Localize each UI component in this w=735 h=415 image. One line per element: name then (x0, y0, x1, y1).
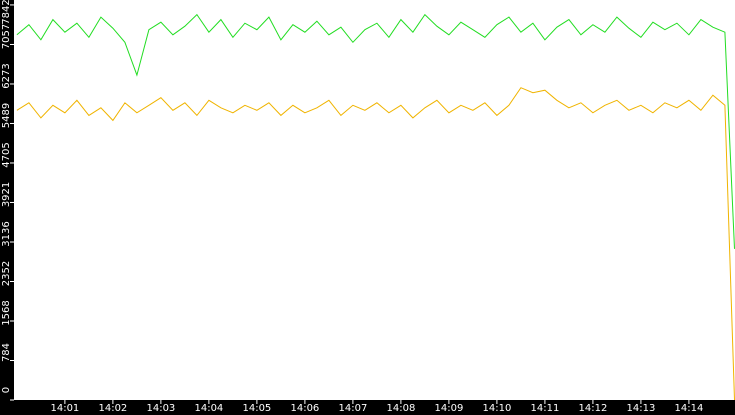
x-tick-label: 14:09 (434, 403, 463, 414)
y-tick-label: 2352 (1, 261, 12, 286)
x-tick-label: 14:12 (578, 403, 607, 414)
x-tick-label: 14:01 (50, 403, 79, 414)
x-tick-label: 14:10 (482, 403, 511, 414)
series-line (16, 13, 735, 249)
y-tick-label: 4705 (1, 142, 12, 167)
x-tick-label: 14:04 (194, 403, 223, 414)
y-tick-label: 6273 (1, 63, 12, 88)
x-tick-label: 14:08 (386, 403, 415, 414)
x-tick-label: 14:14 (675, 403, 704, 414)
x-tick-label: 14:02 (98, 403, 127, 414)
y-tick-label: 7057 (1, 24, 12, 49)
x-tick-label: 14:03 (146, 403, 175, 414)
x-tick-label: 14:06 (290, 403, 319, 414)
x-tick-label: 14:07 (338, 403, 367, 414)
y-tick-label: 3136 (1, 221, 12, 246)
x-tick-label: 14:05 (242, 403, 271, 414)
x-tick-label: 14:11 (530, 403, 559, 414)
y-tick-label: 3921 (1, 182, 12, 207)
plot-area (14, 0, 735, 400)
series-line (16, 87, 735, 401)
y-tick-label: 7842 (1, 0, 12, 25)
y-tick-label: 5489 (1, 103, 12, 128)
y-tick-label: 1568 (1, 300, 12, 325)
y-tick-label: 784 (1, 343, 12, 362)
x-tick-label: 14:13 (627, 403, 656, 414)
y-tick-label: 0 (1, 387, 12, 393)
